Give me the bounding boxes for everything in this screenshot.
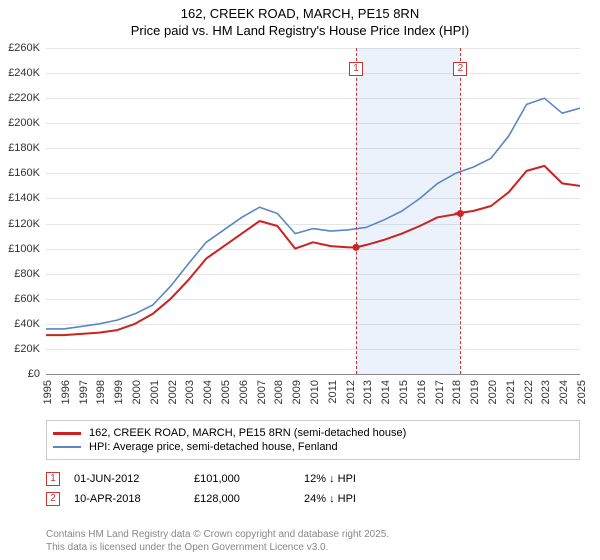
sale-marker-box: 1 bbox=[349, 62, 363, 76]
legend: 162, CREEK ROAD, MARCH, PE15 8RN (semi-d… bbox=[46, 420, 580, 460]
x-tick-label: 1995 bbox=[42, 380, 54, 404]
y-tick-label: £40K bbox=[0, 318, 40, 330]
footer-line2: This data is licensed under the Open Gov… bbox=[46, 541, 389, 554]
x-tick-label: 2019 bbox=[469, 380, 481, 404]
y-tick-label: £100K bbox=[0, 243, 40, 255]
x-tick-label: 1997 bbox=[78, 380, 90, 404]
y-tick-label: £200K bbox=[0, 117, 40, 129]
x-tick-label: 2001 bbox=[149, 380, 161, 404]
x-tick-label: 1998 bbox=[95, 380, 107, 404]
x-tick-label: 2004 bbox=[202, 380, 214, 404]
y-tick-label: £120K bbox=[0, 218, 40, 230]
x-tick-label: 2003 bbox=[184, 380, 196, 404]
x-tick-label: 2015 bbox=[398, 380, 410, 404]
tx-marker: 1 bbox=[46, 472, 60, 486]
x-tick-label: 2020 bbox=[487, 380, 499, 404]
x-tick-label: 2016 bbox=[416, 380, 428, 404]
y-tick-label: £140K bbox=[0, 192, 40, 204]
series-hpi bbox=[46, 98, 580, 329]
x-tick-label: 2000 bbox=[131, 380, 143, 404]
x-tick-label: 2002 bbox=[167, 380, 179, 404]
legend-label: HPI: Average price, semi-detached house,… bbox=[89, 441, 338, 453]
tx-marker: 2 bbox=[46, 492, 60, 506]
legend-item: HPI: Average price, semi-detached house,… bbox=[53, 441, 573, 453]
legend-swatch bbox=[53, 446, 81, 448]
x-tick-label: 2008 bbox=[273, 380, 285, 404]
y-tick-label: £60K bbox=[0, 293, 40, 305]
x-tick-label: 2009 bbox=[291, 380, 303, 404]
tx-price: £101,000 bbox=[194, 473, 304, 485]
y-tick-label: £80K bbox=[0, 268, 40, 280]
x-tick-label: 2018 bbox=[451, 380, 463, 404]
transaction-row: 1 01-JUN-2012£101,00012% ↓ HPI bbox=[46, 472, 580, 486]
footer-line1: Contains HM Land Registry data © Crown c… bbox=[46, 528, 389, 541]
chart-area: 12 £0£20K£40K£60K£80K£100K£120K£140K£160… bbox=[46, 48, 580, 374]
title-line2: Price paid vs. HM Land Registry's House … bbox=[0, 23, 600, 38]
x-tick-label: 2025 bbox=[576, 380, 588, 404]
x-tick-label: 2005 bbox=[220, 380, 232, 404]
sale-vline bbox=[460, 48, 461, 374]
x-tick-label: 2017 bbox=[434, 380, 446, 404]
x-tick-label: 2022 bbox=[523, 380, 535, 404]
x-tick-label: 1999 bbox=[113, 380, 125, 404]
x-tick-label: 2006 bbox=[238, 380, 250, 404]
tx-price: £128,000 bbox=[194, 493, 304, 505]
sale-vline bbox=[356, 48, 357, 374]
x-tick-label: 2021 bbox=[505, 380, 517, 404]
sale-marker-box: 2 bbox=[453, 62, 467, 76]
y-tick-label: £240K bbox=[0, 67, 40, 79]
tx-hpi-diff: 12% ↓ HPI bbox=[304, 473, 356, 485]
gridline bbox=[46, 374, 580, 375]
legend-label: 162, CREEK ROAD, MARCH, PE15 8RN (semi-d… bbox=[89, 427, 406, 439]
y-tick-label: £0 bbox=[0, 368, 40, 380]
x-tick-label: 2011 bbox=[327, 380, 339, 404]
line-plot bbox=[46, 48, 580, 374]
x-tick-label: 2010 bbox=[309, 380, 321, 404]
x-tick-label: 2012 bbox=[345, 380, 357, 404]
chart-title: 162, CREEK ROAD, MARCH, PE15 8RN Price p… bbox=[0, 0, 600, 38]
x-tick-label: 2024 bbox=[558, 380, 570, 404]
legend-swatch bbox=[53, 432, 81, 435]
series-price_paid bbox=[46, 166, 580, 335]
tx-hpi-diff: 24% ↓ HPI bbox=[304, 493, 356, 505]
tx-date: 10-APR-2018 bbox=[74, 493, 194, 505]
x-tick-label: 2014 bbox=[380, 380, 392, 404]
transaction-row: 2 10-APR-2018£128,00024% ↓ HPI bbox=[46, 492, 580, 506]
x-tick-label: 2023 bbox=[540, 380, 552, 404]
y-tick-label: £220K bbox=[0, 92, 40, 104]
x-tick-label: 2007 bbox=[256, 380, 268, 404]
y-tick-label: £260K bbox=[0, 42, 40, 54]
legend-item: 162, CREEK ROAD, MARCH, PE15 8RN (semi-d… bbox=[53, 427, 573, 439]
footer-attribution: Contains HM Land Registry data © Crown c… bbox=[46, 528, 389, 554]
tx-date: 01-JUN-2012 bbox=[74, 473, 194, 485]
y-tick-label: £180K bbox=[0, 142, 40, 154]
x-tick-label: 1996 bbox=[60, 380, 72, 404]
y-tick-label: £20K bbox=[0, 343, 40, 355]
title-line1: 162, CREEK ROAD, MARCH, PE15 8RN bbox=[0, 6, 600, 21]
x-tick-label: 2013 bbox=[362, 380, 374, 404]
transactions-table: 1 01-JUN-2012£101,00012% ↓ HPI 2 10-APR-201… bbox=[46, 466, 580, 512]
y-tick-label: £160K bbox=[0, 167, 40, 179]
